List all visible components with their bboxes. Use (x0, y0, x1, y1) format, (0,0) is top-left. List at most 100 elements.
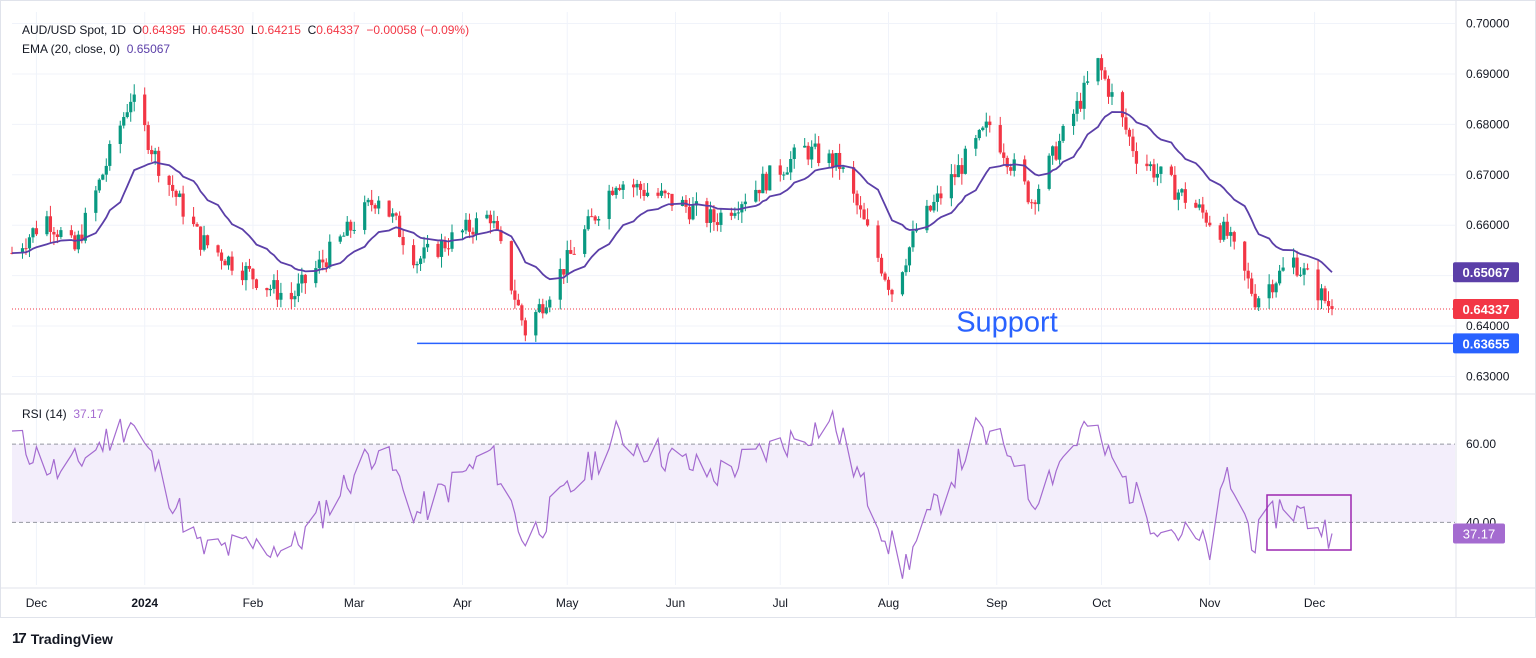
low-value: 0.64215 (257, 23, 301, 37)
candle-body (900, 272, 905, 295)
candle-body (1037, 188, 1041, 205)
candle-body (443, 240, 447, 249)
candle-body (1152, 164, 1156, 178)
candle-body (1267, 284, 1271, 299)
candle-body (1274, 283, 1278, 293)
candle-body (219, 252, 224, 261)
candle-body (1124, 117, 1128, 130)
candle-body (370, 199, 374, 206)
candle-body (275, 280, 279, 300)
candle-body (1051, 146, 1055, 156)
time-tick-label: Mar (344, 596, 365, 610)
candle-body (593, 216, 597, 221)
candle-body (1148, 164, 1153, 167)
candle-body (1180, 189, 1184, 193)
candle-body (956, 165, 960, 178)
candle-body (712, 209, 716, 223)
candle-body (373, 205, 377, 209)
candle-body (240, 270, 245, 281)
ema-label: EMA (20, close, 0) (22, 42, 121, 56)
support-price-badge-bg (1453, 333, 1519, 354)
candle-body (59, 230, 63, 237)
candle-body (1253, 293, 1257, 308)
candle-body (879, 257, 884, 274)
candle-body (1298, 274, 1303, 276)
candle-body (464, 219, 468, 231)
candle-body (268, 288, 273, 291)
candle-body (911, 231, 915, 248)
candle-body (831, 153, 835, 168)
candle-body (768, 165, 772, 191)
candle-body (841, 167, 845, 169)
time-tick-label: 2024 (131, 596, 158, 610)
candle-body (838, 152, 842, 169)
candle-body (1082, 82, 1086, 109)
candle-body (733, 213, 737, 216)
candle-body (425, 243, 430, 248)
candle-body (394, 213, 398, 216)
price-tick-label: 0.64000 (1466, 319, 1510, 333)
time-tick-label: Sep (986, 596, 1008, 610)
candle-body (562, 269, 566, 275)
candle-body (377, 200, 381, 209)
candle-body (132, 94, 136, 102)
candle-body (1323, 288, 1327, 302)
candle-body (1023, 159, 1027, 182)
candle-body (436, 243, 440, 257)
candle-body (1145, 163, 1149, 167)
candle-body (418, 258, 423, 265)
candle-body (963, 148, 967, 174)
candle-body (474, 218, 479, 235)
candle-body (52, 231, 56, 235)
candle-body (1054, 146, 1058, 160)
symbol-label: AUD/USD Spot, 1D (22, 23, 127, 37)
candle-body (638, 183, 643, 190)
candle-body (80, 234, 84, 241)
candle-body (537, 304, 541, 313)
candle-body (1232, 232, 1236, 242)
candle-body (1194, 202, 1198, 208)
candle-body (27, 237, 32, 249)
candle-body (76, 234, 80, 250)
candle-body (471, 231, 475, 235)
candle-body (230, 256, 234, 271)
candle-body (569, 250, 573, 254)
candle-body (611, 190, 615, 195)
candle-body (1096, 58, 1100, 82)
candle-body (817, 143, 821, 164)
candle-body (876, 225, 880, 258)
candle-body (754, 189, 758, 202)
candle-body (1106, 78, 1111, 97)
candle-body (1183, 189, 1187, 203)
candle-body (960, 165, 964, 174)
candle-body (642, 189, 646, 196)
candle-body (988, 121, 992, 126)
candle-body (1026, 181, 1030, 203)
candle-body (1204, 212, 1208, 223)
candle-body (935, 193, 939, 202)
chart-header: AUD/USD Spot, 1D O0.64395 H0.64530 L0.64… (22, 23, 469, 37)
ema-price-badge-bg (1453, 262, 1519, 283)
candle-body (198, 226, 203, 250)
ema-price-badge: 0.65067 (1463, 265, 1510, 280)
candle-body (666, 193, 671, 195)
time-tick-label: Oct (1092, 596, 1111, 610)
candle-body (401, 236, 405, 246)
candle-body (778, 165, 782, 175)
candle-body (83, 212, 87, 241)
candle-body (705, 201, 709, 223)
candle-body (729, 212, 733, 216)
candle-body (597, 218, 601, 221)
candle-body (1033, 202, 1037, 205)
candle-body (1005, 157, 1009, 168)
candle-body (366, 199, 370, 203)
candle-body (499, 230, 503, 242)
candle-body (1246, 270, 1250, 279)
candle-body (1155, 173, 1159, 178)
candle-body (932, 201, 936, 211)
candle-body (174, 190, 178, 197)
tradingview-brand[interactable]: 17 TradingView (12, 630, 113, 647)
candle-body (1302, 268, 1306, 275)
price-tick-label: 0.69000 (1466, 67, 1510, 81)
candle-body (94, 190, 98, 213)
